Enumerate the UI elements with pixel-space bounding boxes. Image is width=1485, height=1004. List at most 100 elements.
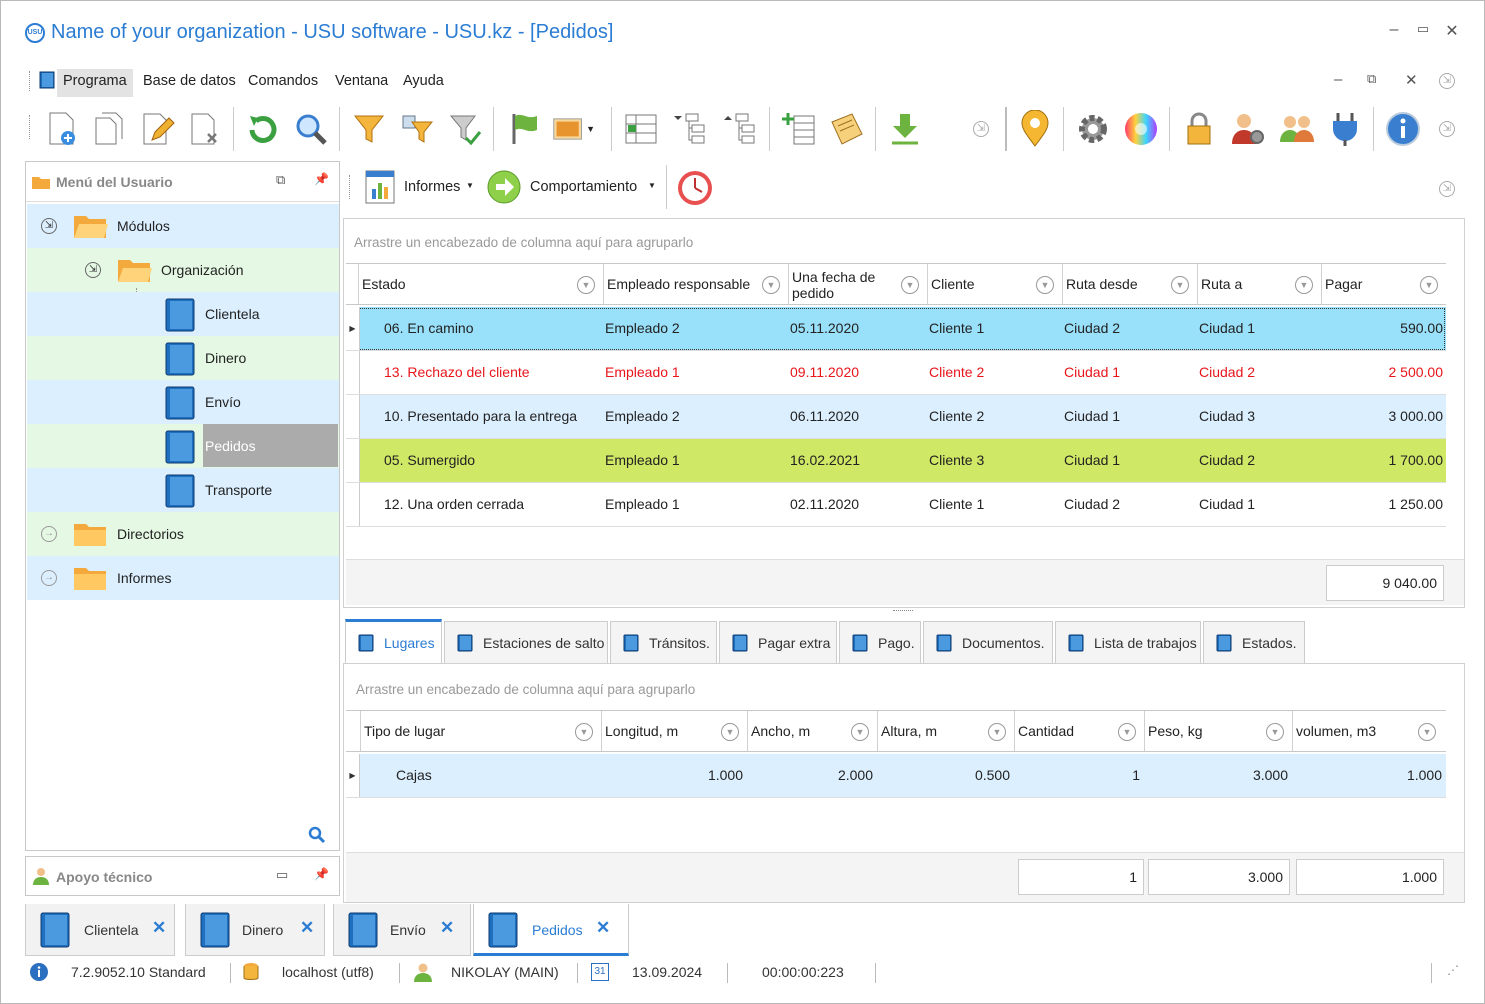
lock-icon[interactable] (1177, 105, 1221, 153)
filter-icon[interactable]: ▼ (1418, 723, 1436, 741)
column-header-cantidad[interactable]: Cantidad ▼ (1014, 711, 1144, 751)
menu-ventana[interactable]: Ventana (335, 73, 389, 89)
column-header-estado[interactable]: Estado ▼ (358, 264, 603, 304)
filter-icon[interactable]: ▼ (1266, 723, 1284, 741)
doc-tab-clientela[interactable]: Clientela ✕ (25, 904, 175, 956)
tree-item-directorios[interactable]: → Directorios (27, 512, 339, 556)
collapse-icon[interactable]: ⇲ (41, 218, 57, 234)
refresh-icon[interactable] (241, 105, 285, 153)
filter-icon[interactable] (347, 105, 391, 153)
column-header-peso[interactable]: Peso, kg ▼ (1144, 711, 1292, 751)
color-wheel-icon[interactable] (1119, 105, 1163, 153)
column-header-volumen[interactable]: volumen, m3 ▼ (1292, 711, 1444, 751)
column-header-tipo-lugar[interactable]: Tipo de lugar ▼ (360, 711, 601, 751)
menu-ayuda[interactable]: Ayuda (403, 73, 444, 89)
tree-item-dinero[interactable]: Dinero (27, 336, 339, 380)
filter-icon[interactable]: ▼ (1036, 276, 1054, 294)
tab-lista-de-trabajos[interactable]: Lista de trabajos (1055, 621, 1201, 663)
tab-documentos[interactable]: Documentos. (923, 621, 1053, 663)
close-tab-icon[interactable]: ✕ (440, 918, 455, 937)
column-header-longitud[interactable]: Longitud, m ▼ (601, 711, 747, 751)
filter-icon[interactable]: ▼ (851, 723, 869, 741)
filter-icon[interactable]: ▼ (575, 723, 593, 741)
column-header-pagar[interactable]: Pagar ▼ (1321, 264, 1446, 304)
delete-icon[interactable] (183, 105, 227, 153)
mdi-restore-button[interactable]: ⧉ (1367, 71, 1377, 86)
doc-tab-envio[interactable]: Envío ✕ (333, 904, 471, 956)
new-record-icon[interactable] (39, 105, 83, 153)
close-tab-icon[interactable]: ✕ (596, 918, 611, 937)
tree-item-clientela[interactable]: Clientela (27, 292, 339, 336)
toolbar-grip[interactable] (29, 115, 32, 139)
collapse-icon[interactable]: ⇲ (85, 262, 101, 278)
table-row[interactable]: 05. Sumergido Empleado 1 16.02.2021 Cliente… (346, 439, 1446, 483)
expand-icon[interactable]: → (41, 526, 57, 542)
settings-gear-icon[interactable] (1071, 105, 1115, 153)
table-row[interactable]: ▶ 06. En camino Empleado 2 05.11.2020 Client… (346, 307, 1446, 351)
mdi-close-button[interactable]: ✕ (1405, 72, 1418, 89)
users-group-icon[interactable] (1275, 105, 1319, 153)
behavior-button[interactable]: Comportamiento ▼ (486, 165, 656, 209)
copy-icon[interactable] (87, 105, 131, 153)
tree-item-modulos[interactable]: ⇲ Módulos (27, 204, 339, 248)
menu-collapse-icon[interactable]: ⇲ (1439, 73, 1455, 89)
column-header-cliente[interactable]: Cliente ▼ (927, 264, 1062, 304)
column-header-empleado[interactable]: Empleado responsable ▼ (603, 264, 788, 304)
plugin-icon[interactable] (1323, 105, 1367, 153)
filter-icon[interactable]: ▼ (1171, 276, 1189, 294)
filter-apply-icon[interactable] (443, 105, 487, 153)
doc-tab-dinero[interactable]: Dinero ✕ (185, 904, 325, 956)
download-icon[interactable] (883, 105, 927, 153)
filter-icon[interactable]: ▼ (988, 723, 1006, 741)
clock-icon[interactable] (676, 169, 714, 207)
user-admin-icon[interactable] (1225, 105, 1269, 153)
filter-icon[interactable]: ▼ (1118, 723, 1136, 741)
notes-icon[interactable] (825, 105, 869, 153)
minimize-button[interactable]: – (1389, 21, 1399, 38)
filter-icon[interactable]: ▼ (1295, 276, 1313, 294)
add-column-icon[interactable] (619, 105, 663, 153)
table-row[interactable]: ▶ Cajas 1.000 2.000 0.500 1 3.000 1.000 (346, 754, 1446, 798)
panel-restore-icon[interactable]: ▭ (276, 867, 289, 882)
column-header-altura[interactable]: Altura, m ▼ (877, 711, 1014, 751)
splitter-handle[interactable] (893, 610, 913, 612)
column-header-fecha[interactable]: Una fecha de pedido ▼ (788, 264, 927, 304)
panel-pin-icon[interactable]: 📌 (314, 867, 329, 881)
doc-tab-pedidos[interactable]: Pedidos ✕ (473, 904, 629, 956)
expand-icon[interactable]: → (41, 570, 57, 586)
add-row-icon[interactable] (777, 105, 821, 153)
menu-base-de-datos[interactable]: Base de datos (143, 73, 236, 89)
column-header-ancho[interactable]: Ancho, m ▼ (747, 711, 877, 751)
tab-estados[interactable]: Estados. (1203, 621, 1305, 663)
panel-pin-icon[interactable]: 📌 (314, 172, 329, 186)
collapse-tree-icon[interactable] (719, 105, 763, 153)
image-icon[interactable]: ▼ (551, 105, 595, 153)
resize-grip-icon[interactable]: ⋰ (1447, 963, 1459, 977)
table-row[interactable]: 10. Presentado para la entrega Empleado 2… (346, 395, 1446, 439)
panel-float-icon[interactable]: ⧉ (276, 172, 286, 187)
menu-grip[interactable] (29, 71, 32, 91)
maximize-button[interactable]: ▭ (1416, 21, 1430, 36)
edit-icon[interactable] (135, 105, 179, 153)
tab-pagar-extra[interactable]: Pagar extra (719, 621, 837, 663)
tab-estaciones-de-salto[interactable]: Estaciones de salto (444, 621, 608, 663)
search-icon[interactable] (289, 105, 333, 153)
filter-icon[interactable]: ▼ (901, 276, 919, 294)
map-pin-icon[interactable] (1013, 105, 1057, 153)
info-icon[interactable] (1381, 105, 1425, 153)
tab-lugares[interactable]: Lugares (345, 619, 442, 663)
expand-tree-icon[interactable] (669, 105, 713, 153)
close-tab-icon[interactable]: ✕ (152, 918, 167, 937)
reports-button[interactable]: Informes ▼ (362, 165, 478, 209)
flag-icon[interactable] (501, 105, 545, 153)
menu-programa[interactable]: Programa (57, 69, 133, 97)
toolbar-collapse-icon[interactable]: ⇲ (1439, 181, 1455, 197)
tree-item-envio[interactable]: Envío (27, 380, 339, 424)
table-row[interactable]: 13. Rechazo del cliente Empleado 1 09.11.2… (346, 351, 1446, 395)
tab-pago[interactable]: Pago. (839, 621, 921, 663)
tree-item-pedidos[interactable]: Pedidos (27, 424, 339, 468)
tree-item-organizacion[interactable]: ⇲ Organización (27, 248, 339, 292)
column-header-ruta-desde[interactable]: Ruta desde ▼ (1062, 264, 1197, 304)
filter-icon[interactable]: ▼ (721, 723, 739, 741)
tree-item-informes[interactable]: → Informes (27, 556, 339, 600)
